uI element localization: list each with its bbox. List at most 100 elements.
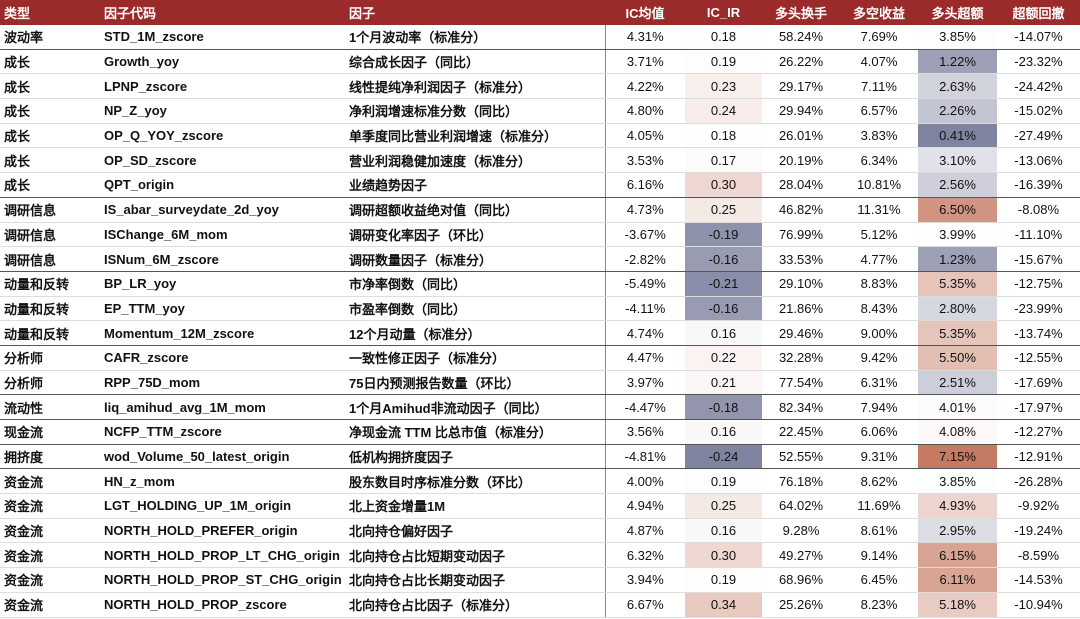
table-cell: 资金流 <box>0 542 100 569</box>
table-cell: 4.94% <box>605 493 685 519</box>
table-cell: 3.99% <box>918 222 997 248</box>
table-cell: 5.35% <box>918 320 997 346</box>
table-cell: ISNum_6M_zscore <box>100 246 345 272</box>
table-row: 分析师 RPP_75D_mom 75日内预测报告数量（环比） 3.97% 0.21 77.… <box>0 370 1080 396</box>
table-cell: STD_1M_zscore <box>100 25 345 50</box>
table-cell: 4.05% <box>605 123 685 149</box>
table-cell: wod_Volume_50_latest_origin <box>100 444 345 470</box>
table-cell: BP_LR_yoy <box>100 271 345 297</box>
table-row: 资金流 LGT_HOLDING_UP_1M_origin 北上资金增量1M 4.94%… <box>0 493 1080 519</box>
table-cell: 动量和反转 <box>0 320 100 346</box>
table-cell: 52.55% <box>762 444 840 470</box>
table-row: 资金流 NORTH_HOLD_PROP_LT_CHG_origin 北向持仓占比短期… <box>0 542 1080 569</box>
column-header: 多头换手 <box>762 0 840 25</box>
table-cell: 46.82% <box>762 197 840 223</box>
table-cell: 3.56% <box>605 419 685 445</box>
table-cell: 1.23% <box>918 246 997 272</box>
table-cell: -17.97% <box>997 394 1080 420</box>
table-cell: 5.35% <box>918 271 997 297</box>
table-cell: 8.62% <box>840 468 918 495</box>
table-cell: 调研数量因子（标准分） <box>345 246 606 272</box>
table-cell: 1个月波动率（标准分） <box>345 25 606 50</box>
table-body: 波动率 STD_1M_zscore 1个月波动率（标准分） 4.31% 0.18 58.2… <box>0 25 1080 618</box>
table-cell: 28.04% <box>762 172 840 198</box>
table-cell: -24.42% <box>997 73 1080 100</box>
table-row: 成长 OP_Q_YOY_zscore 单季度同比营业利润增速（标准分） 4.05% 0.… <box>0 123 1080 149</box>
table-cell: 成长 <box>0 49 100 75</box>
table-cell: 9.00% <box>840 320 918 346</box>
table-cell: -15.02% <box>997 98 1080 124</box>
table-cell: HN_z_mom <box>100 468 345 495</box>
table-cell: 2.51% <box>918 370 997 396</box>
table-cell: 6.45% <box>840 567 918 593</box>
table-cell: 25.26% <box>762 592 840 618</box>
table-row: 现金流 NCFP_TTM_zscore 净现金流 TTM 比总市值（标准分） 3.56… <box>0 419 1080 445</box>
table-cell: 综合成长因子（同比） <box>345 49 606 75</box>
table-cell: 7.94% <box>840 394 918 420</box>
table-cell: 0.34 <box>685 592 762 618</box>
table-cell: 8.23% <box>840 592 918 618</box>
table-cell: 0.18 <box>685 123 762 149</box>
table-cell: 调研信息 <box>0 246 100 272</box>
table-cell: 4.08% <box>918 419 997 445</box>
table-cell: 3.94% <box>605 567 685 593</box>
table-cell: 6.32% <box>605 542 685 569</box>
table-cell: -14.53% <box>997 567 1080 593</box>
table-cell: QPT_origin <box>100 172 345 198</box>
column-header: 因子代码 <box>100 0 345 25</box>
table-cell: 分析师 <box>0 370 100 396</box>
table-cell: 北向持仓偏好因子 <box>345 518 606 544</box>
table-row: 流动性 liq_amihud_avg_1M_mom 1个月Amihud非流动因子（同… <box>0 394 1080 420</box>
table-cell: 64.02% <box>762 493 840 519</box>
table-row: 资金流 NORTH_HOLD_PROP_ST_CHG_origin 北向持仓占比长期… <box>0 567 1080 593</box>
table-cell: -16.39% <box>997 172 1080 198</box>
table-cell: 0.25 <box>685 197 762 223</box>
table-cell: 0.16 <box>685 518 762 544</box>
table-cell: Growth_yoy <box>100 49 345 75</box>
table-cell: 4.93% <box>918 493 997 519</box>
table-cell: 现金流 <box>0 419 100 445</box>
table-cell: 营业利润稳健加速度（标准分） <box>345 147 606 174</box>
table-cell: 3.10% <box>918 147 997 174</box>
table-cell: 0.24 <box>685 98 762 124</box>
table-cell: 33.53% <box>762 246 840 272</box>
table-cell: 市净率倒数（同比） <box>345 271 606 297</box>
table-cell: 8.43% <box>840 296 918 322</box>
table-cell: 业绩趋势因子 <box>345 172 606 198</box>
table-cell: 4.80% <box>605 98 685 124</box>
table-cell: ISChange_6M_mom <box>100 222 345 248</box>
table-cell: -0.19 <box>685 222 762 248</box>
table-cell: -17.69% <box>997 370 1080 396</box>
table-cell: 2.80% <box>918 296 997 322</box>
table-cell: 3.85% <box>918 25 997 50</box>
table-cell: -12.91% <box>997 444 1080 470</box>
table-cell: 29.17% <box>762 73 840 100</box>
table-cell: 0.18 <box>685 25 762 50</box>
table-cell: 成长 <box>0 123 100 149</box>
table-cell: 7.11% <box>840 73 918 100</box>
column-header: IC均值 <box>605 0 685 25</box>
table-cell: -13.06% <box>997 147 1080 174</box>
table-cell: 3.83% <box>840 123 918 149</box>
table-cell: 一致性修正因子（标准分） <box>345 345 606 371</box>
table-cell: 0.19 <box>685 468 762 495</box>
table-cell: 成长 <box>0 147 100 174</box>
table-row: 调研信息 ISNum_6M_zscore 调研数量因子（标准分） -2.82% -0.1… <box>0 246 1080 272</box>
table-cell: 8.61% <box>840 518 918 544</box>
table-cell: 4.73% <box>605 197 685 223</box>
table-cell: CAFR_zscore <box>100 345 345 371</box>
table-cell: 32.28% <box>762 345 840 371</box>
table-cell: -3.67% <box>605 222 685 248</box>
table-cell: 调研变化率因子（环比） <box>345 222 606 248</box>
table-cell: 分析师 <box>0 345 100 371</box>
table-cell: 成长 <box>0 172 100 198</box>
table-cell: 低机构拥挤度因子 <box>345 444 606 470</box>
table-cell: 9.31% <box>840 444 918 470</box>
table-cell: 1.22% <box>918 49 997 75</box>
table-row: 拥挤度 wod_Volume_50_latest_origin 低机构拥挤度因子 -4… <box>0 444 1080 470</box>
table-cell: -12.75% <box>997 271 1080 297</box>
table-cell: -0.16 <box>685 296 762 322</box>
table-cell: 4.22% <box>605 73 685 100</box>
column-header: 多头超额 <box>918 0 997 25</box>
